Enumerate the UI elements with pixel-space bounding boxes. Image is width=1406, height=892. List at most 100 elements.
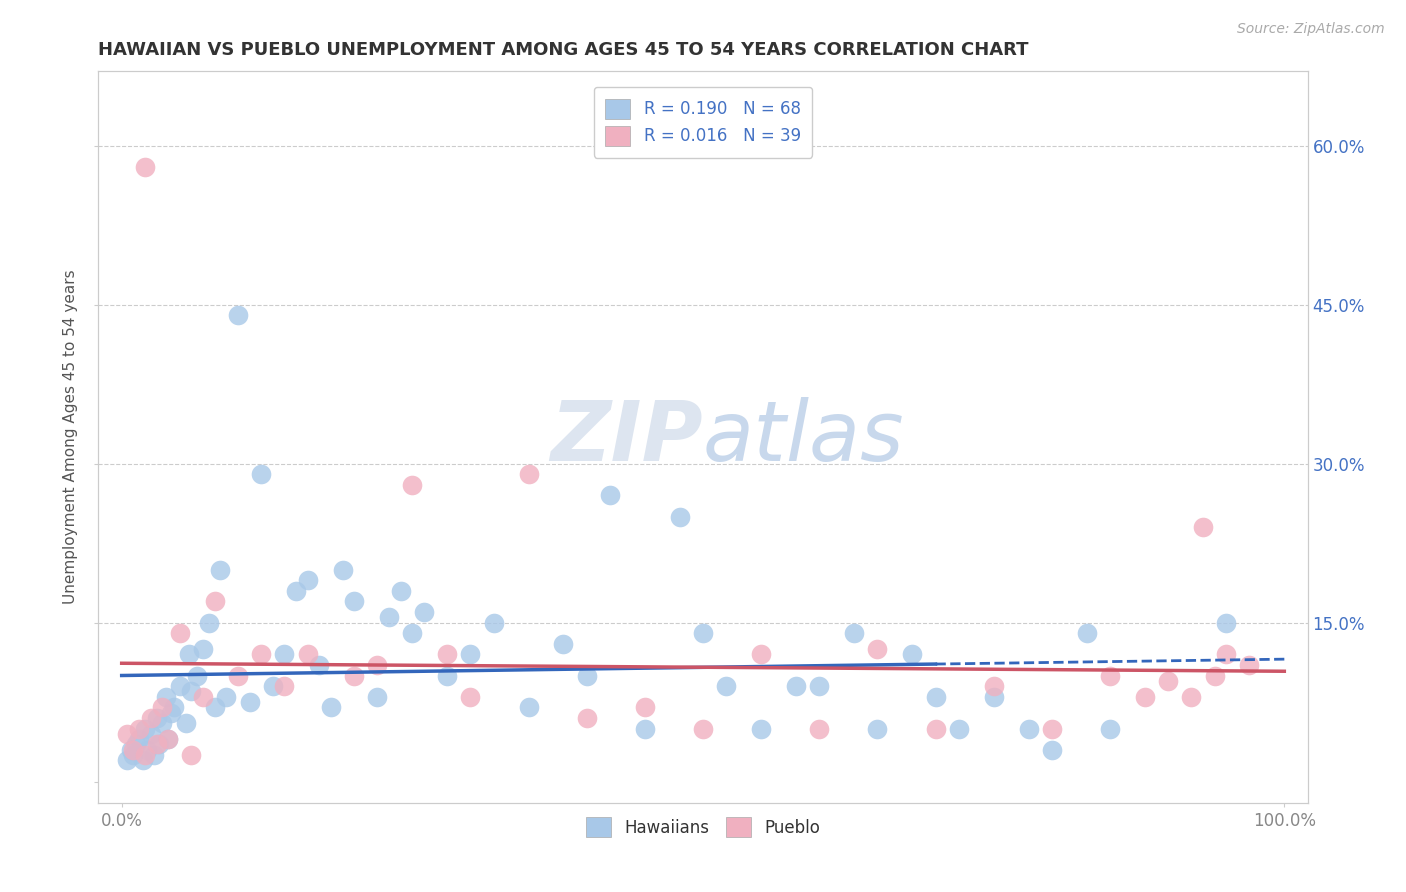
- Point: [157, 732, 180, 747]
- Point: [1098, 668, 1121, 682]
- Point: [844, 626, 866, 640]
- Point: [191, 642, 214, 657]
- Point: [150, 700, 173, 714]
- Legend: Hawaiians, Pueblo: Hawaiians, Pueblo: [578, 809, 828, 846]
- Point: [262, 679, 284, 693]
- Point: [692, 626, 714, 640]
- Point: [1157, 673, 1180, 688]
- Point: [808, 679, 831, 693]
- Point: [124, 738, 146, 752]
- Point: [1133, 690, 1156, 704]
- Point: [180, 748, 202, 763]
- Point: [226, 308, 249, 322]
- Point: [1215, 615, 1237, 630]
- Point: [668, 509, 690, 524]
- Point: [808, 722, 831, 736]
- Point: [924, 722, 946, 736]
- Point: [1018, 722, 1040, 736]
- Point: [143, 748, 166, 763]
- Point: [308, 658, 330, 673]
- Point: [150, 716, 173, 731]
- Point: [749, 648, 772, 662]
- Point: [145, 738, 167, 752]
- Point: [250, 467, 273, 482]
- Point: [204, 700, 226, 714]
- Point: [1192, 520, 1215, 534]
- Point: [1239, 658, 1261, 673]
- Point: [575, 711, 598, 725]
- Point: [332, 563, 354, 577]
- Point: [436, 648, 458, 662]
- Point: [122, 743, 145, 757]
- Point: [389, 583, 412, 598]
- Point: [924, 690, 946, 704]
- Point: [366, 690, 388, 704]
- Point: [1180, 690, 1202, 704]
- Text: ZIP: ZIP: [550, 397, 703, 477]
- Point: [163, 700, 186, 714]
- Y-axis label: Unemployment Among Ages 45 to 54 years: Unemployment Among Ages 45 to 54 years: [63, 269, 79, 605]
- Point: [117, 753, 139, 767]
- Text: atlas: atlas: [703, 397, 904, 477]
- Point: [250, 648, 273, 662]
- Point: [553, 637, 575, 651]
- Point: [159, 706, 181, 720]
- Point: [1040, 743, 1063, 757]
- Point: [134, 160, 156, 174]
- Point: [1040, 722, 1063, 736]
- Point: [139, 727, 162, 741]
- Point: [634, 722, 657, 736]
- Point: [128, 732, 150, 747]
- Point: [517, 700, 540, 714]
- Point: [198, 615, 221, 630]
- Point: [139, 711, 162, 725]
- Point: [866, 642, 889, 657]
- Point: [460, 648, 482, 662]
- Point: [120, 743, 142, 757]
- Point: [319, 700, 342, 714]
- Point: [186, 668, 208, 682]
- Point: [575, 668, 598, 682]
- Point: [1204, 668, 1226, 682]
- Point: [191, 690, 214, 704]
- Text: Source: ZipAtlas.com: Source: ZipAtlas.com: [1237, 22, 1385, 37]
- Point: [226, 668, 249, 682]
- Point: [401, 626, 423, 640]
- Point: [136, 743, 159, 757]
- Point: [180, 684, 202, 698]
- Point: [983, 690, 1005, 704]
- Point: [401, 477, 423, 491]
- Point: [131, 753, 153, 767]
- Point: [948, 722, 970, 736]
- Point: [901, 648, 924, 662]
- Point: [145, 711, 167, 725]
- Point: [378, 610, 401, 624]
- Point: [215, 690, 238, 704]
- Text: HAWAIIAN VS PUEBLO UNEMPLOYMENT AMONG AGES 45 TO 54 YEARS CORRELATION CHART: HAWAIIAN VS PUEBLO UNEMPLOYMENT AMONG AG…: [98, 41, 1029, 59]
- Point: [366, 658, 388, 673]
- Point: [179, 648, 201, 662]
- Point: [169, 679, 191, 693]
- Point: [209, 563, 232, 577]
- Point: [634, 700, 657, 714]
- Point: [413, 605, 436, 619]
- Point: [517, 467, 540, 482]
- Point: [1215, 648, 1237, 662]
- Point: [1098, 722, 1121, 736]
- Point: [122, 748, 145, 763]
- Point: [749, 722, 772, 736]
- Point: [343, 668, 366, 682]
- Point: [204, 594, 226, 608]
- Point: [297, 648, 319, 662]
- Point: [169, 626, 191, 640]
- Point: [785, 679, 807, 693]
- Point: [599, 488, 621, 502]
- Point: [148, 738, 170, 752]
- Point: [273, 679, 295, 693]
- Point: [239, 695, 262, 709]
- Point: [716, 679, 738, 693]
- Point: [155, 690, 177, 704]
- Point: [482, 615, 505, 630]
- Point: [134, 722, 156, 736]
- Point: [117, 727, 139, 741]
